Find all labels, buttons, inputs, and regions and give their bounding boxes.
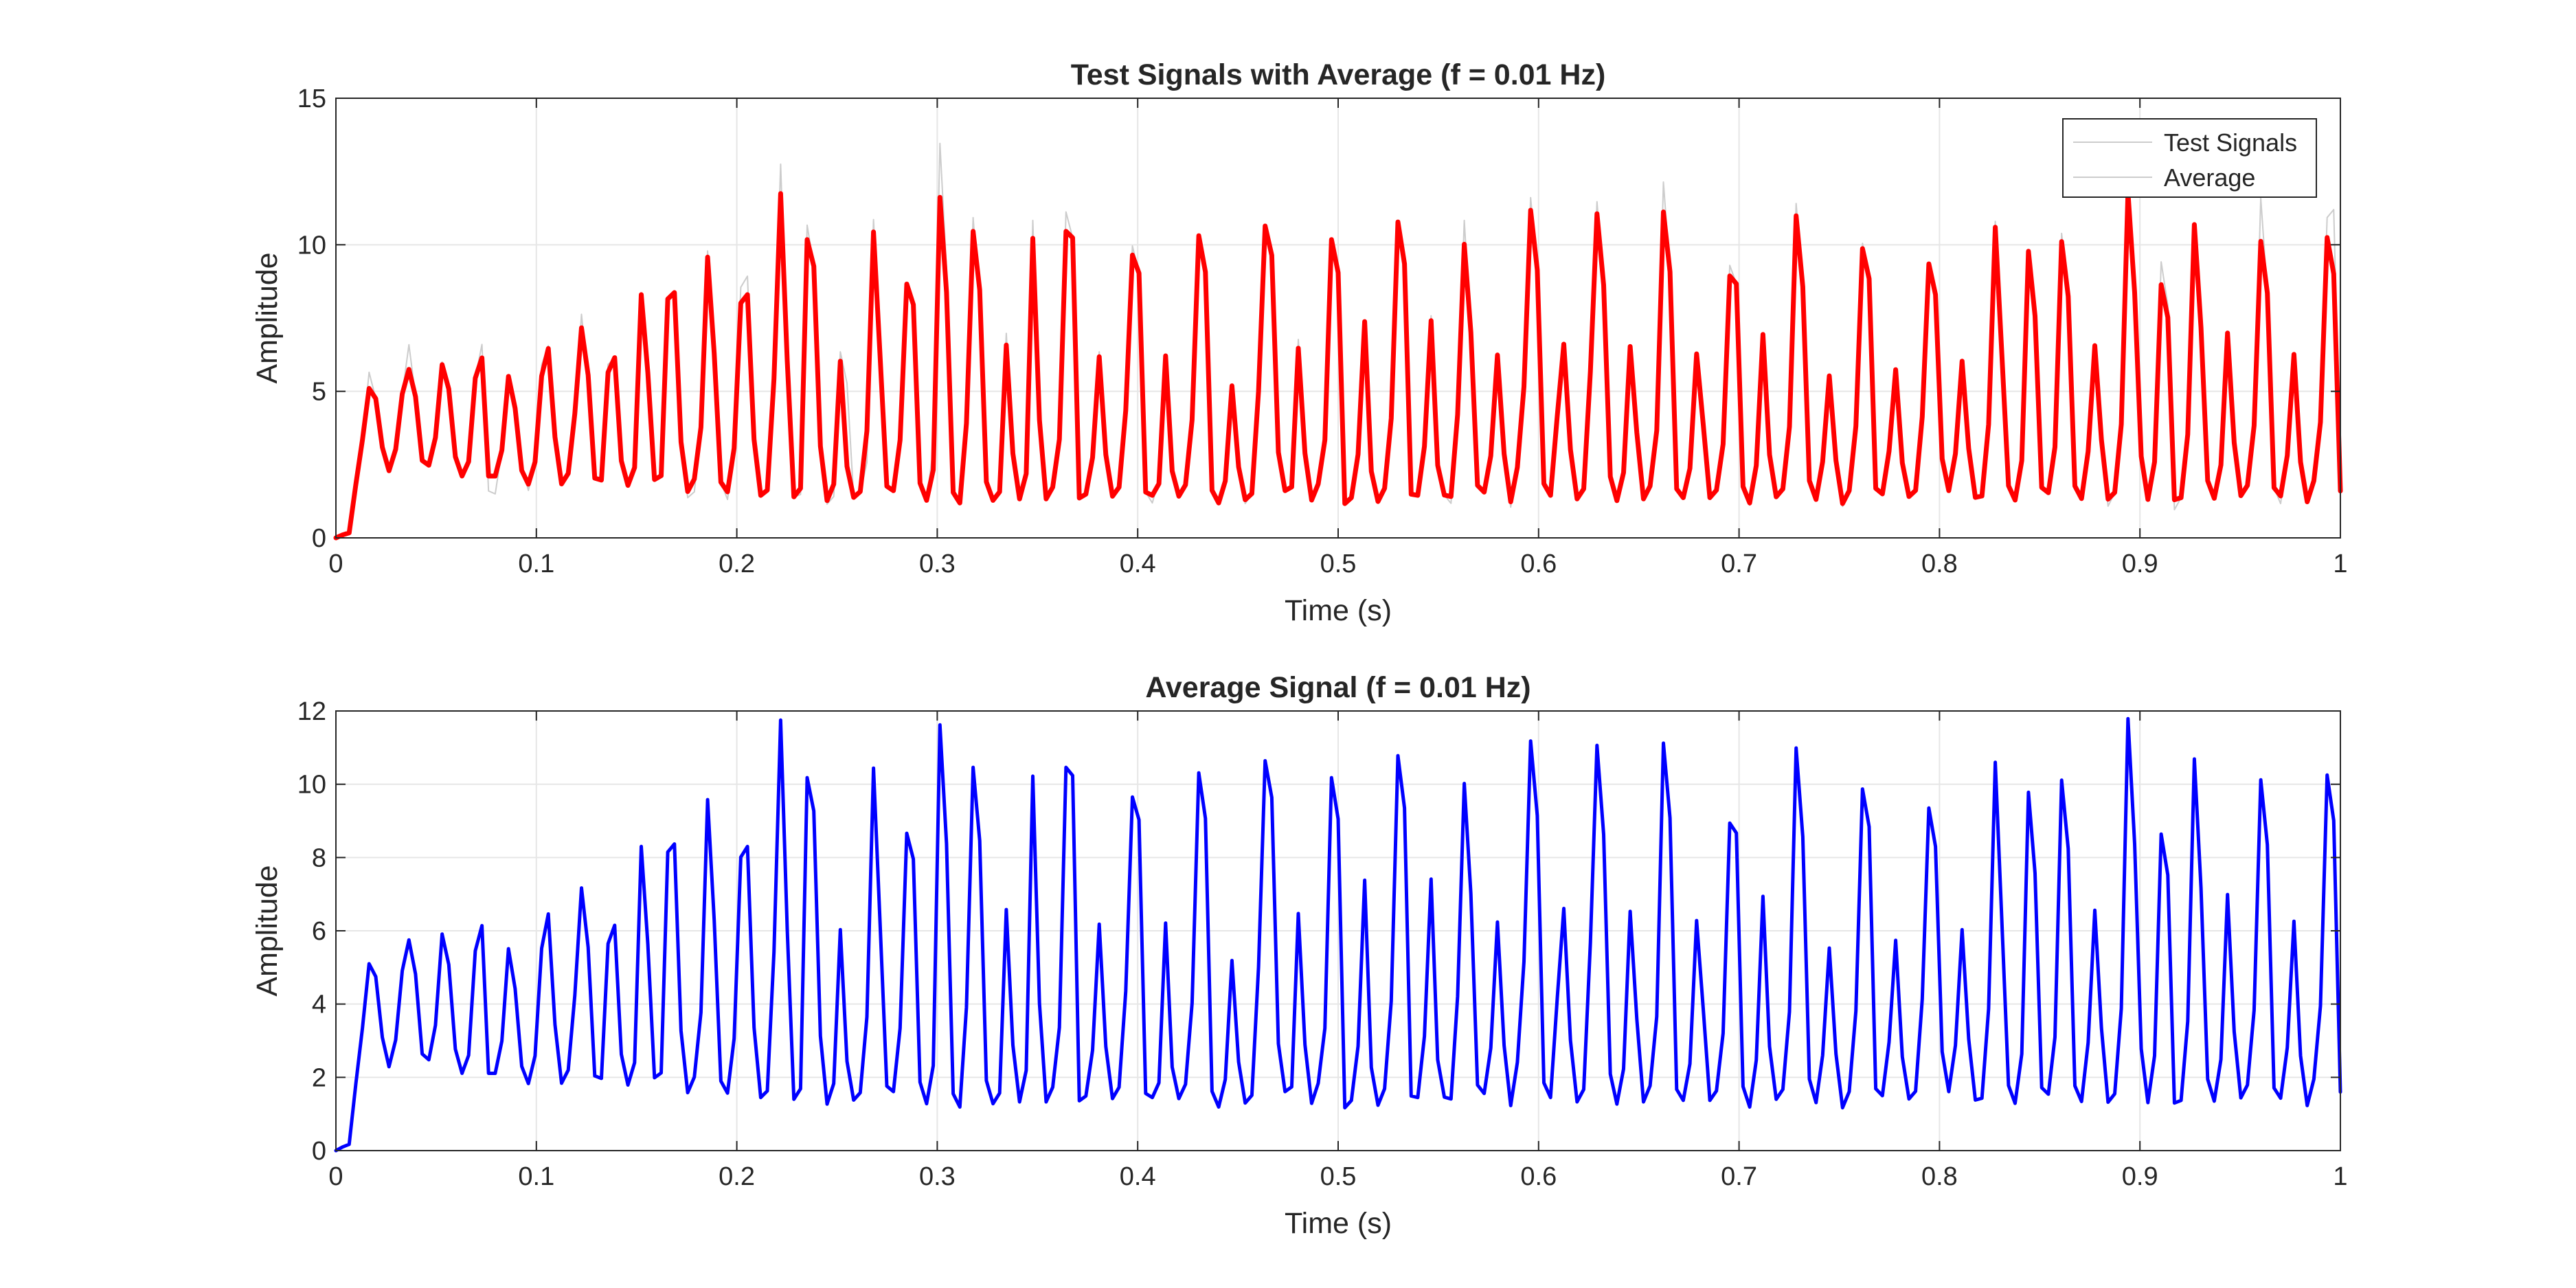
x-tick-label: 0.5 [1320,550,1357,578]
legend-box [2062,118,2317,198]
x-tick-label: 0.5 [1320,1162,1357,1191]
x-tick-label: 0.7 [1721,1162,1757,1191]
top-chart-title: Test Signals with Average (f = 0.01 Hz) [1071,58,1606,91]
bottom-y-ticks: 0 2 4 6 8 10 12 [297,697,2340,1166]
x-tick-label: 0.7 [1721,550,1757,578]
top-legend: Test Signals Average [2062,118,2317,198]
legend-label-test-signals: Test Signals [2164,128,2297,157]
bottom-y-axis-label: Amplitude [251,865,284,996]
x-tick-label: 0.8 [1921,1162,1958,1191]
y-tick-label: 0 [312,524,326,553]
y-tick-label: 15 [297,84,326,113]
x-tick-label: 0.2 [719,550,755,578]
top-y-axis-label: Amplitude [251,252,284,383]
x-tick-label: 0.8 [1921,550,1958,578]
x-tick-label: 1 [2333,1162,2347,1191]
x-tick-label: 0.6 [1520,1162,1557,1191]
x-tick-label: 0.2 [719,1162,755,1191]
bottom-chart: 0 0.1 0.2 0.3 0.4 0.5 0.6 0.7 0.8 0.9 1 024681012 … [251,671,2348,1240]
y-tick-label: 10 [297,771,326,800]
x-tick-label: 0 [328,550,343,578]
x-tick-label: 0.4 [1120,550,1156,578]
x-tick-label: 0.1 [518,550,554,578]
y-tick-label: 4 [312,991,326,1019]
x-tick-label: 0.1 [518,1162,554,1191]
bottom-series-layer [334,716,2342,1153]
y-tick-label: 6 [312,917,326,946]
x-tick-label: 1 [2333,550,2347,578]
y-tick-label: 2 [312,1063,326,1092]
x-tick-label: 0.3 [919,550,956,578]
top-chart: 0 0.1 0.2 0.3 0.4 0.5 0.6 0.7 0.8 0.9 1 0 5 10 15 Tes… [251,58,2348,627]
top-y-ticks: 0 5 10 15 [297,84,2340,553]
x-tick-label: 0.9 [2122,550,2158,578]
bottom-x-ticks: 0 0.1 0.2 0.3 0.4 0.5 0.6 0.7 0.8 0.9 1 [328,711,2348,1191]
y-tick-label: 8 [312,844,326,872]
y-tick-label: 12 [297,697,326,726]
y-tick-label: 10 [297,231,326,260]
x-tick-label: 0.9 [2122,1162,2158,1191]
y-tick-label: 5 [312,378,326,407]
top-series-average-line [333,190,2343,541]
x-tick-label: 0 [328,1162,343,1191]
bottom-x-axis-label: Time (s) [1285,1207,1392,1240]
bottom-chart-title: Average Signal (f = 0.01 Hz) [1145,671,1530,704]
top-x-ticks: 0 0.1 0.2 0.3 0.4 0.5 0.6 0.7 0.8 0.9 1 [328,98,2348,578]
top-series-layer [333,142,2343,541]
legend-label-average: Average [2164,163,2255,192]
top-x-axis-label: Time (s) [1285,594,1392,627]
x-tick-label: 0.4 [1120,1162,1156,1191]
bottom-series-signal-line [334,716,2342,1153]
y-tick-label: 0 [312,1137,326,1166]
x-tick-label: 0.3 [919,1162,956,1191]
x-tick-label: 0.6 [1520,550,1557,578]
